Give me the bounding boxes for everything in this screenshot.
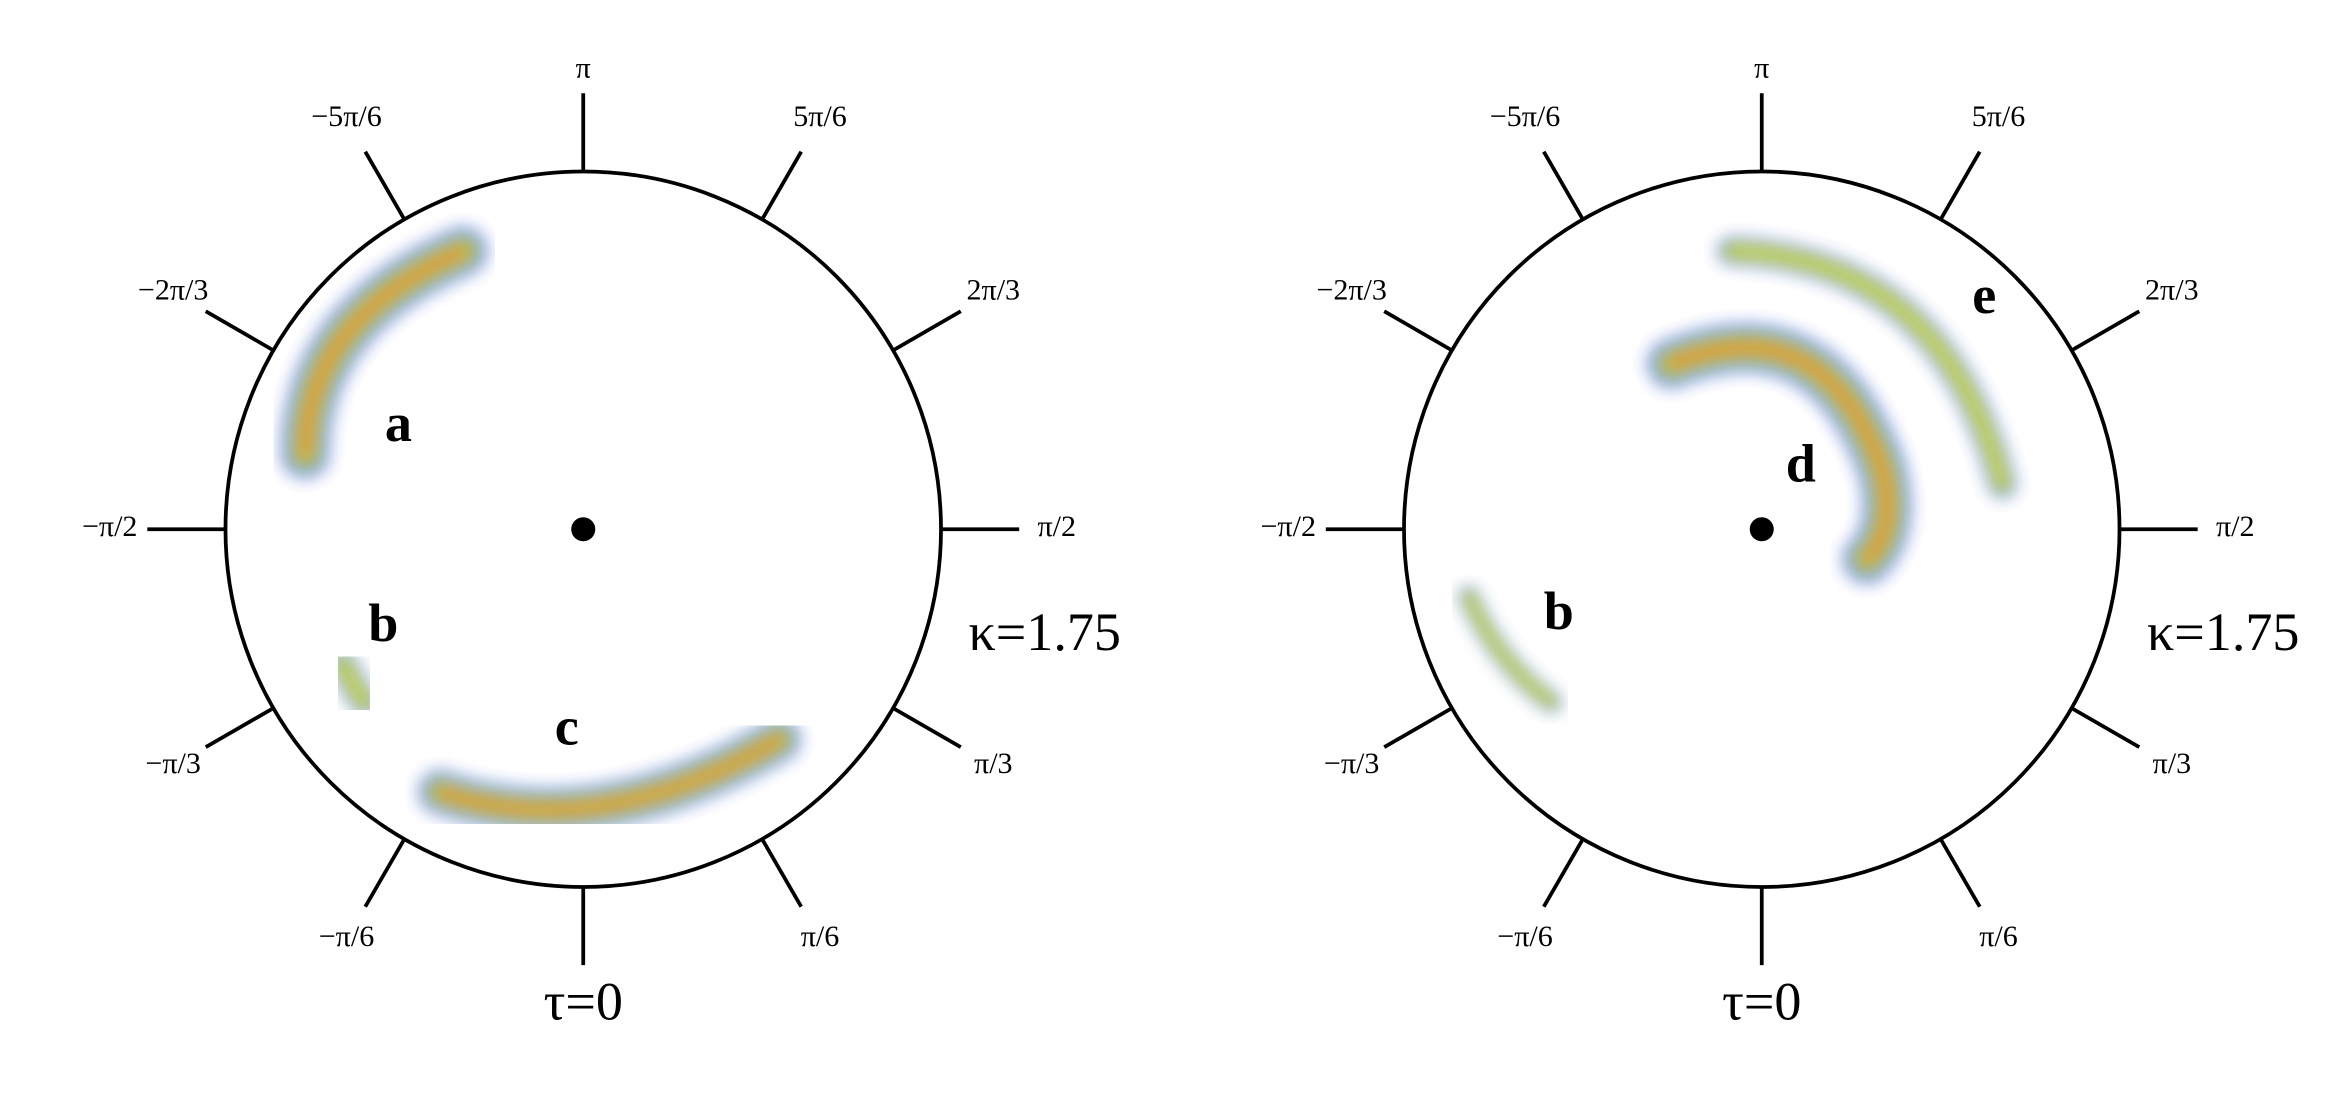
density-blob	[1646, 322, 1913, 585]
region-label: c	[555, 697, 579, 757]
tick-label: π/3	[974, 746, 1013, 780]
region-label: b	[368, 593, 398, 653]
tick-label: π/6	[801, 919, 840, 953]
tick-label: −π/2	[1260, 509, 1315, 543]
region-label: e	[1972, 265, 1996, 325]
tick	[760, 838, 803, 908]
tick	[1939, 838, 1982, 908]
tick-label: −2π/3	[138, 272, 209, 306]
tick-label: −π/3	[1324, 746, 1380, 780]
tick-label: π/3	[2153, 746, 2192, 780]
density-band	[1464, 592, 1556, 707]
tick	[892, 309, 962, 352]
tick-label: π/2	[1037, 509, 1076, 543]
tick-label: −5π/6	[311, 99, 382, 133]
panel: π 5π/6 2π/3 π/2 π/3 π/6 −π/6 −π/3 −π/2 −2π/3 −5π/6…	[82, 51, 1121, 1032]
tick	[204, 706, 275, 749]
region-label: b	[1544, 581, 1574, 641]
kappa-label: κ=1.75	[2147, 602, 2299, 662]
tick	[1542, 838, 1585, 908]
panel: π 5π/6 2π/3 π/2 π/3 π/6 −π/6 −π/3 −π/2 −2π/3 −5π/6…	[1260, 51, 2299, 1032]
density-band	[1646, 322, 1913, 585]
region-label: a	[385, 393, 412, 453]
density-blob	[1457, 585, 1563, 714]
density-band	[1667, 343, 1892, 564]
tick-label: −5π/6	[1490, 99, 1561, 133]
kappa-label: κ=1.75	[968, 602, 1120, 662]
tick	[1383, 706, 1453, 749]
density-blob	[417, 716, 802, 833]
density-band	[300, 246, 468, 459]
tick-label: 5π/6	[1972, 99, 2026, 133]
tau-label: τ=0	[1722, 972, 1801, 1032]
tick-label: 2π/3	[967, 272, 1021, 306]
tick	[1542, 150, 1585, 221]
tick	[363, 838, 406, 908]
tick	[892, 706, 962, 749]
density-blob	[279, 225, 489, 480]
tick	[2070, 309, 2141, 352]
region-label: d	[1786, 434, 1816, 494]
tau-label: τ=0	[544, 972, 623, 1032]
density-blob	[1716, 235, 2018, 500]
tick	[1383, 309, 1453, 352]
tick-label: π	[576, 51, 591, 85]
tick	[2070, 706, 2141, 749]
tick	[363, 150, 406, 221]
tick-label: −2π/3	[1316, 272, 1387, 306]
center-dot	[1749, 517, 1774, 542]
density-blob	[327, 649, 381, 718]
tick	[1939, 150, 1982, 221]
tick-label: π/2	[2216, 509, 2255, 543]
tick-label: −π/6	[319, 919, 375, 953]
tick-label: 2π/3	[2145, 272, 2199, 306]
tick-label: −π/3	[145, 746, 200, 780]
tick-label: π	[1754, 51, 1769, 85]
density-band	[1725, 245, 2009, 490]
tick-label: −π/2	[82, 509, 138, 543]
tick-label: π/6	[1979, 919, 2018, 953]
density-band	[436, 735, 783, 814]
tick-label: −π/6	[1497, 919, 1552, 953]
center-dot	[571, 517, 596, 542]
tick	[204, 309, 275, 352]
density-band	[336, 658, 372, 708]
tick-label: 5π/6	[793, 99, 847, 133]
tick	[760, 150, 803, 221]
